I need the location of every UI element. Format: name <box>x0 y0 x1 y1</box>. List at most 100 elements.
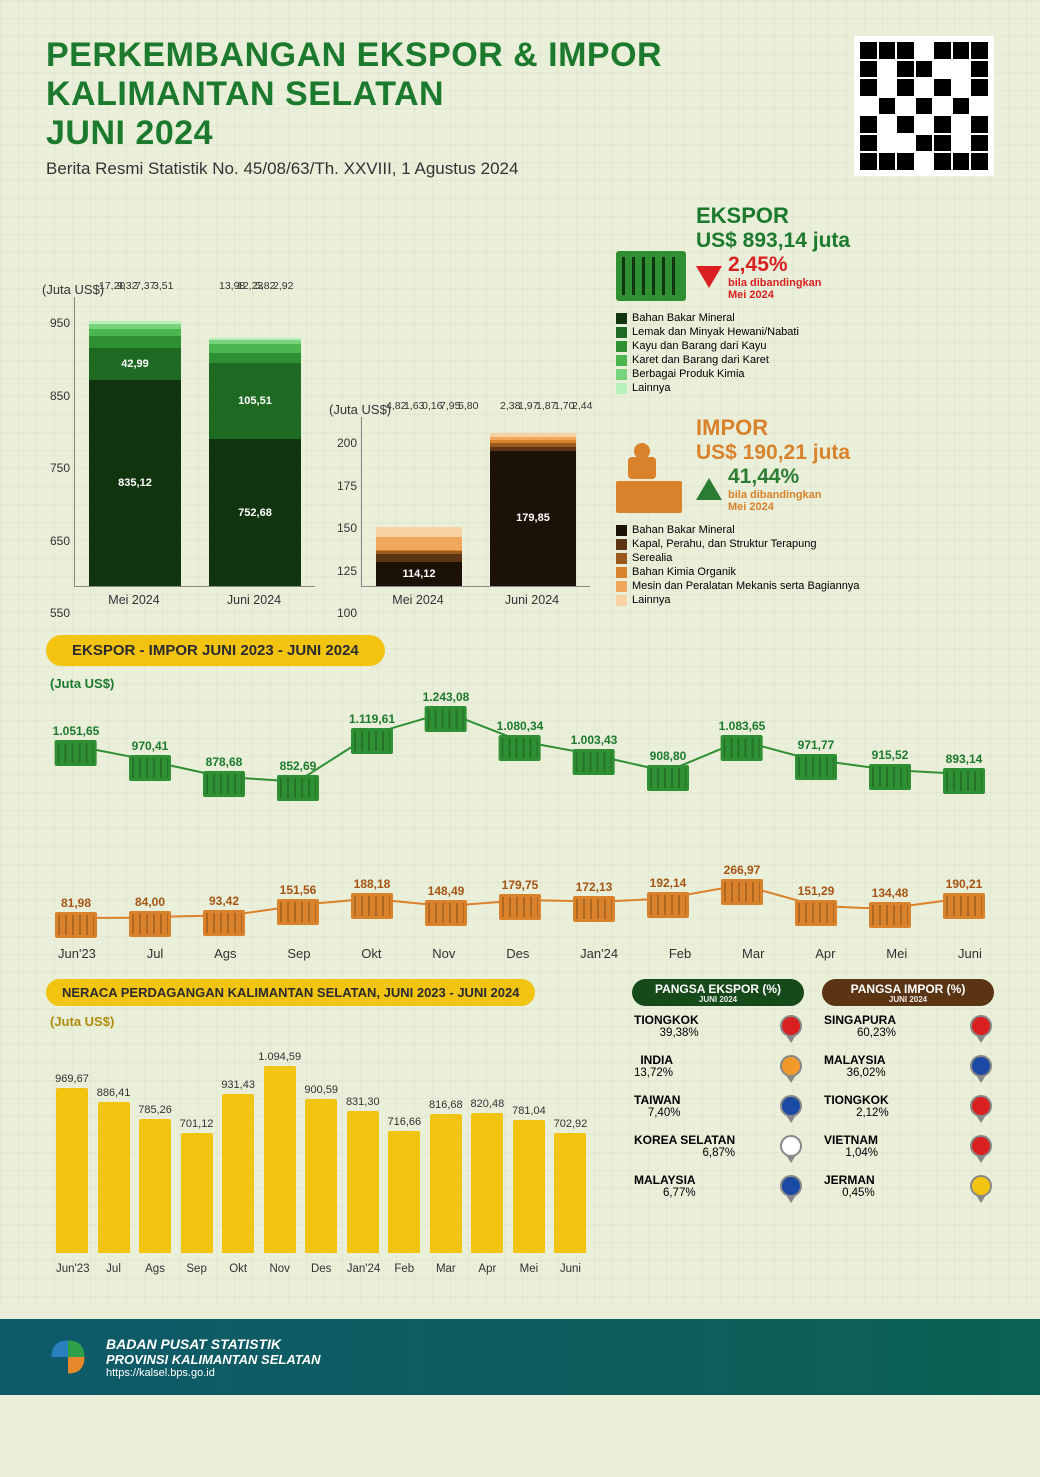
legend-item: Berbagai Produk Kimia <box>616 367 994 381</box>
timeline-point: 192,14 <box>647 876 689 918</box>
ytick: 750 <box>50 461 74 475</box>
balance-bar: 900,59 <box>305 1099 337 1253</box>
ekspor-title: EKSPOR <box>696 203 850 229</box>
share-pct: 0,45% <box>824 1187 875 1199</box>
container-icon <box>943 768 985 794</box>
flag-pin-icon <box>780 1015 802 1037</box>
impor-value: US$ 190,21 juta <box>696 441 850 465</box>
balance-chart: 969,67Jun'23886,41Jul785,26Ags701,12Sep9… <box>46 1035 606 1275</box>
timeline-value: 1.083,65 <box>719 719 766 733</box>
legend-item: Serealia <box>616 551 994 565</box>
timeline-value: 81,98 <box>55 896 97 910</box>
bar-segment: 42,99 <box>89 348 181 379</box>
balance-bar: 820,48 <box>471 1113 503 1253</box>
bar-segment <box>89 336 181 348</box>
timeline-point: 188,18 <box>351 877 393 919</box>
container-icon <box>616 251 686 301</box>
impor-pct-row: 41,44% bila dibandingkan Mei 2024 <box>696 465 850 513</box>
timeline-value: 1.080,34 <box>497 719 544 733</box>
share-pct: 6,87% <box>634 1147 735 1159</box>
balance-column: NERACA PERDAGANGAN KALIMANTAN SELATAN, J… <box>46 979 606 1275</box>
timeline-month: Ags <box>214 946 236 961</box>
ytick: 175 <box>337 479 361 493</box>
bar-segment: 114,12 <box>376 562 462 586</box>
share-country: TAIWAN <box>634 1093 680 1107</box>
bar-segment <box>209 344 301 353</box>
impor-chart: (Juta US$) 100125150175200114,124,821,63… <box>333 402 590 607</box>
legend-label: Lainnya <box>632 594 671 606</box>
timeline-value: 151,56 <box>277 883 319 897</box>
legend-label: Mesin dan Peralatan Mekanis serta Bagian… <box>632 580 859 592</box>
share-country: KOREA SELATAN <box>634 1133 735 1147</box>
balance-month: Jul <box>98 1263 130 1275</box>
timeline-value: 1.003,43 <box>571 733 618 747</box>
balance-month: Jan'24 <box>347 1263 379 1275</box>
balance-value: 716,66 <box>387 1116 421 1131</box>
timeline-month: Des <box>506 946 529 961</box>
legend-item: Lemak dan Minyak Hewani/Nabati <box>616 325 994 339</box>
container-icon <box>869 902 911 928</box>
share-country: TIONGKOK <box>824 1093 889 1107</box>
stacked-charts: (Juta US$) 550650750850950835,1242,9917,… <box>46 203 590 607</box>
timeline-title: EKSPOR - IMPOR JUNI 2023 - JUNI 2024 <box>46 635 385 666</box>
balance-bar: 781,04 <box>513 1120 545 1253</box>
legend-item: Lainnya <box>616 381 994 395</box>
ytick: 850 <box>50 389 74 403</box>
share-sub: JUNI 2024 <box>828 996 988 1004</box>
timeline-value: 84,00 <box>129 895 171 909</box>
timeline-point: 93,42 <box>203 894 245 936</box>
legend-label: Berbagai Produk Kimia <box>632 368 745 380</box>
container-icon <box>425 706 467 732</box>
share-pct: 36,02% <box>824 1067 886 1079</box>
bar-xlabel: Juni 2024 <box>208 593 300 607</box>
legend-label: Kayu dan Barang dari Kayu <box>632 340 767 352</box>
balance-value: 886,41 <box>97 1087 131 1102</box>
timeline-point: 971,77 <box>795 738 837 780</box>
flag-pin-icon <box>780 1135 802 1157</box>
timeline-section: EKSPOR - IMPOR JUNI 2023 - JUNI 2024 (Ju… <box>46 635 994 961</box>
bar-seg-value: 105,51 <box>238 395 272 407</box>
share-item: MALAYSIA36,02% <box>822 1046 994 1086</box>
timeline-point: 893,14 <box>943 752 985 794</box>
balance-value: 931,43 <box>221 1079 255 1094</box>
timeline-point: 172,13 <box>573 880 615 922</box>
timeline-point: 190,21 <box>943 877 985 919</box>
share-header: PANGSA IMPOR (%)JUNI 2024 <box>822 979 994 1006</box>
bar-segment: 835,12 <box>89 380 181 587</box>
timeline-point: 1.051,65 <box>53 724 100 766</box>
share-pct: 6,77% <box>634 1187 696 1199</box>
timeline-value: 179,75 <box>499 878 541 892</box>
timeline-value: 134,48 <box>869 886 911 900</box>
container-icon <box>425 900 467 926</box>
impor-title: IMPOR <box>696 415 850 441</box>
timeline-value: 188,18 <box>351 877 393 891</box>
balance-bar: 931,43 <box>222 1094 254 1253</box>
footer-line2: PROVINSI KALIMANTAN SELATAN <box>106 1352 321 1367</box>
container-icon <box>573 896 615 922</box>
legend-item: Bahan Bakar Mineral <box>616 311 994 325</box>
container-icon <box>55 912 97 938</box>
share-item: SINGAPURA60,23% <box>822 1006 994 1046</box>
ekspor-pct-row: 2,45% bila dibandingkan Mei 2024 <box>696 253 850 301</box>
container-icon <box>647 765 689 791</box>
ekspor-note2: Mei 2024 <box>728 289 822 301</box>
top-section: (Juta US$) 550650750850950835,1242,9917,… <box>46 203 994 607</box>
bar-xlabel: Mei 2024 <box>88 593 180 607</box>
impor-legend: Bahan Bakar MineralKapal, Perahu, dan St… <box>616 523 994 607</box>
up-arrow-icon <box>696 478 722 500</box>
balance-bar: 831,30 <box>347 1111 379 1253</box>
legend-item: Kapal, Perahu, dan Struktur Terapung <box>616 537 994 551</box>
share-pct: 39,38% <box>634 1027 699 1039</box>
timeline-point: 1.119,61 <box>349 712 395 754</box>
timeline-value: 915,52 <box>869 748 911 762</box>
balance-value: 785,26 <box>138 1104 172 1119</box>
ytick: 125 <box>337 564 361 578</box>
container-icon <box>277 899 319 925</box>
timeline-value: 970,41 <box>129 739 171 753</box>
container-icon <box>129 755 171 781</box>
share-country: SINGAPURA <box>824 1013 896 1027</box>
bar-segment: 105,51 <box>209 363 301 439</box>
timeline-point: 970,41 <box>129 739 171 781</box>
impor-note1: bila dibandingkan <box>728 489 822 501</box>
share-item: KOREA SELATAN6,87% <box>632 1126 804 1166</box>
